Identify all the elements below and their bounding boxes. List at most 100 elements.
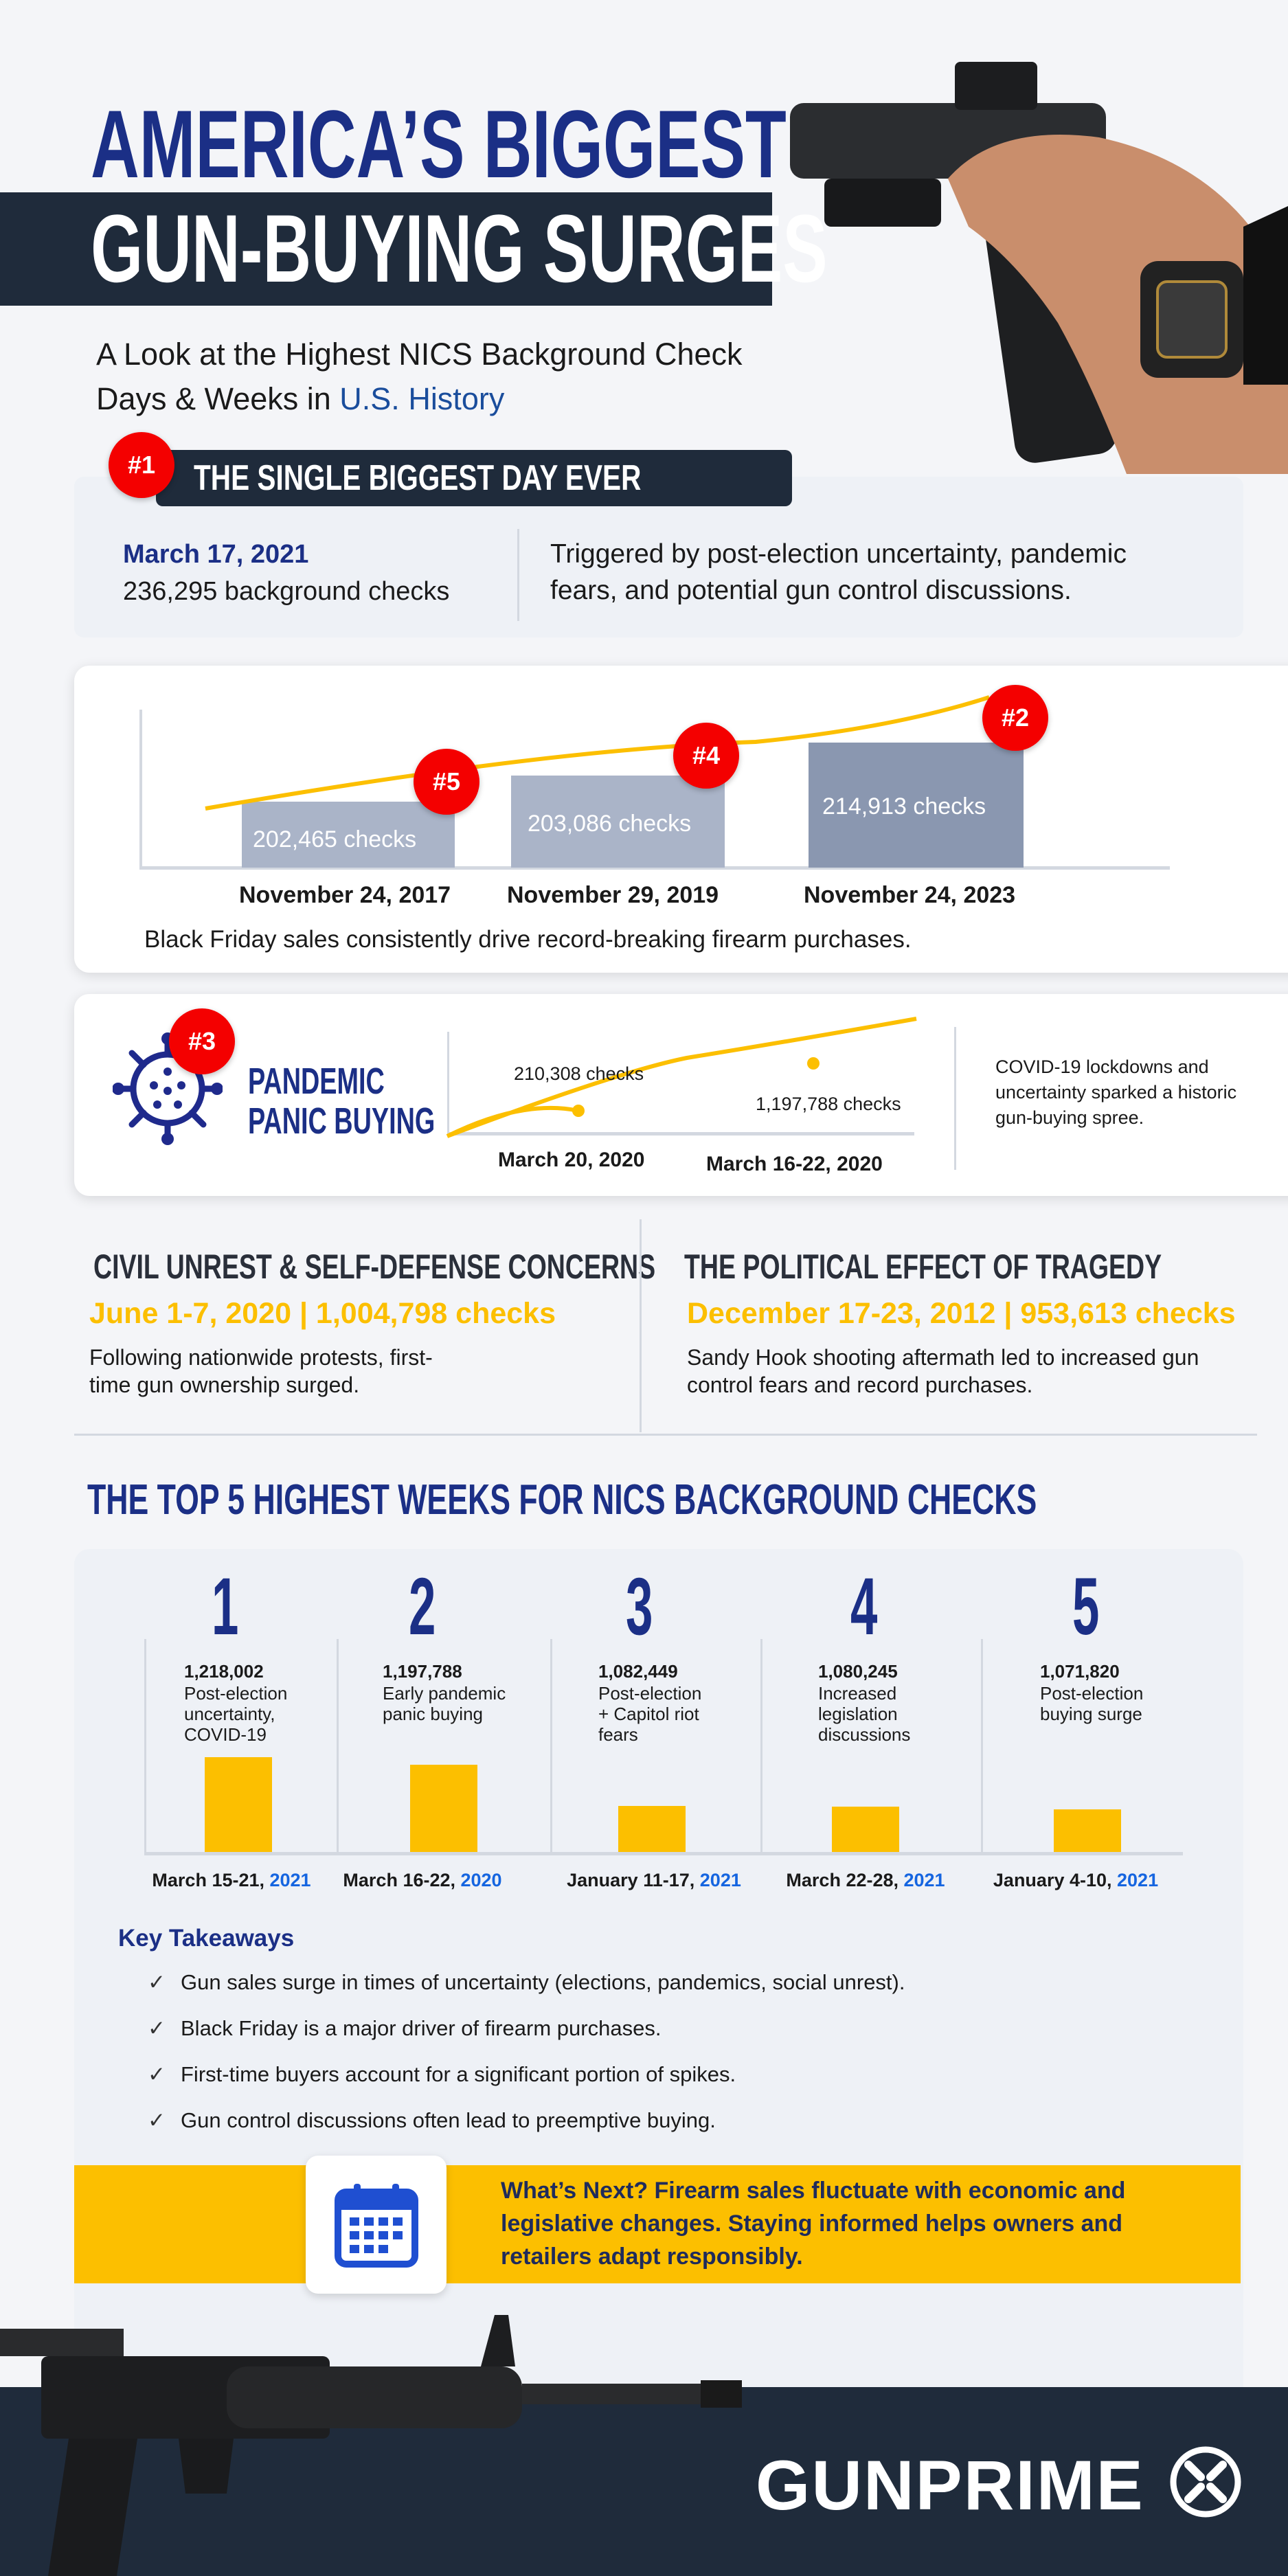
civil-unrest-desc-1: Following nationwide protests, first- xyxy=(89,1345,433,1370)
bf-date-3: November 24, 2023 xyxy=(804,882,1016,908)
pandemic-point2-date: March 16-22, 2020 xyxy=(706,1153,883,1175)
bf-bar-3 xyxy=(809,743,1024,868)
date-label: January 11-17, 2021 xyxy=(567,1870,741,1891)
whats-next-line1: What’s Next? Firearm sales fluctuate wit… xyxy=(501,2178,1126,2204)
description-line: fears xyxy=(598,1724,638,1745)
calendar-icon xyxy=(335,2184,418,2268)
description-line: uncertainty, xyxy=(184,1704,275,1724)
rank-number: 4 xyxy=(850,1561,878,1652)
civil-unrest-heading: CIVIL UNREST & SELF-DEFENSE CONCERNS xyxy=(93,1247,656,1286)
whats-next-line2: legislative changes. Staying informed he… xyxy=(501,2211,1123,2237)
pandemic-title-1: PANDEMIC xyxy=(248,1061,385,1102)
date-prefix: March 15-21, xyxy=(152,1870,270,1890)
description-line: panic buying xyxy=(383,1704,483,1724)
rank-badge-3: #3 xyxy=(169,1008,235,1074)
column-separator xyxy=(337,1639,339,1853)
axis-x xyxy=(139,866,1170,870)
rank-badge-5: #5 xyxy=(414,749,479,815)
pandemic-card xyxy=(74,994,1288,1196)
takeaway-text: Gun sales surge in times of uncertainty … xyxy=(181,1970,905,1994)
bf-bar-1 xyxy=(242,802,455,868)
date-label: March 22-28, 2021 xyxy=(786,1870,945,1891)
biggest-day-desc-2: fears, and potential gun control discuss… xyxy=(550,576,1072,605)
value-label: 1,080,245 xyxy=(818,1661,898,1682)
bf-bar-2 xyxy=(511,776,725,868)
description-line: Post-election xyxy=(598,1683,702,1704)
pandemic-point1-date: March 20, 2020 xyxy=(498,1149,645,1171)
description-line: Early pandemic xyxy=(383,1683,506,1704)
subtitle-prefix: Days & Weeks in xyxy=(96,381,340,416)
axis-y xyxy=(139,710,142,868)
date-year: 2021 xyxy=(269,1870,311,1890)
bar xyxy=(618,1805,686,1853)
bf-label-3: 214,913 checks xyxy=(822,793,986,820)
pandemic-point2-label: 1,197,788 checks xyxy=(756,1094,901,1114)
pandemic-point-1 xyxy=(572,1105,585,1117)
description-line: legislation xyxy=(818,1704,898,1724)
rank-number: 5 xyxy=(1072,1561,1100,1652)
description-line: Post-election xyxy=(184,1683,288,1704)
biggest-day-heading: THE SINGLE BIGGEST DAY EVER xyxy=(194,458,642,498)
bar xyxy=(410,1764,477,1853)
description-line: + Capitol riot xyxy=(598,1704,699,1724)
check-icon: ✓ xyxy=(148,1970,166,1994)
tragedy-heading: THE POLITICAL EFFECT OF TRAGEDY xyxy=(684,1247,1162,1286)
rank-badge-2: #2 xyxy=(982,685,1048,751)
check-icon: ✓ xyxy=(148,2108,166,2132)
value-label: 1,082,449 xyxy=(598,1661,678,1682)
rank-badge-1: #1 xyxy=(109,432,174,498)
pandemic-desc-2: uncertainty sparked a historic xyxy=(995,1082,1237,1103)
value-label: 1,197,788 xyxy=(383,1661,462,1682)
pandemic-axis-y xyxy=(447,1032,449,1133)
takeaway-text: Black Friday is a major driver of firear… xyxy=(181,2016,662,2040)
date-label: January 4-10, 2021 xyxy=(993,1870,1158,1891)
hero-gun-hand-image xyxy=(769,0,1288,474)
date-prefix: January 4-10, xyxy=(993,1870,1118,1890)
pandemic-axis-x xyxy=(447,1132,914,1136)
date-label: March 15-21, 2021 xyxy=(152,1870,310,1891)
top5-axis-x xyxy=(144,1852,1183,1855)
biggest-day-date: March 17, 2021 xyxy=(123,540,309,569)
description-line: buying surge xyxy=(1040,1704,1142,1724)
takeaway-item: ✓ First-time buyers account for a signifi… xyxy=(148,2062,736,2087)
title-line2: GUN-BUYING SURGES xyxy=(91,194,828,302)
date-prefix: March 22-28, xyxy=(786,1870,904,1890)
column-separator xyxy=(550,1639,552,1853)
bf-caption: Black Friday sales consistently drive re… xyxy=(144,926,912,953)
tragedy-desc-2: control fears and record purchases. xyxy=(687,1372,1033,1397)
biggest-day-desc-1: Triggered by post-election uncertainty, … xyxy=(550,539,1127,569)
title-band xyxy=(0,192,772,306)
tragedy-stat: December 17-23, 2012 | 953,613 checks xyxy=(687,1297,1236,1330)
bf-label-1: 202,465 checks xyxy=(253,826,417,852)
rank-number: 3 xyxy=(626,1561,653,1652)
subtitle-line2: Days & Weeks in U.S. History xyxy=(96,381,504,417)
bar xyxy=(205,1757,272,1853)
section-divider xyxy=(74,1434,1257,1436)
biggest-day-checks: 236,295 background checks xyxy=(123,577,450,606)
value-label: 1,218,002 xyxy=(184,1661,264,1682)
column-separator xyxy=(144,1639,146,1853)
takeaway-item: ✓ Gun control discussions often lead to p… xyxy=(148,2108,716,2133)
title-line1: AMERICA’S BIGGEST xyxy=(91,90,787,198)
top5-heading: THE TOP 5 HIGHEST WEEKS FOR NICS BACKGRO… xyxy=(87,1476,1037,1524)
takeaway-text: First-time buyers account for a signific… xyxy=(181,2062,736,2086)
column-separator xyxy=(981,1639,983,1853)
pandemic-trend-line xyxy=(446,1017,917,1138)
date-year: 2020 xyxy=(460,1870,502,1890)
tragedy-desc-1: Sandy Hook shooting aftermath led to inc… xyxy=(687,1345,1199,1370)
divider xyxy=(517,529,519,621)
whats-next-line3: retailers adapt responsibly. xyxy=(501,2244,803,2270)
date-year: 2021 xyxy=(1117,1870,1159,1890)
bar xyxy=(832,1806,899,1853)
whats-next-banner xyxy=(74,2165,1241,2283)
pandemic-point1-label: 210,308 checks xyxy=(514,1063,644,1084)
rank-badge-4: #4 xyxy=(673,723,739,789)
rank-number: 1 xyxy=(212,1561,239,1652)
calendar-icon-card xyxy=(306,2156,447,2294)
takeaway-item: ✓ Black Friday is a major driver of firea… xyxy=(148,2016,661,2041)
takeaway-item: ✓ Gun sales surge in times of uncertainty… xyxy=(148,1970,905,1995)
divider xyxy=(640,1219,642,1432)
date-year: 2021 xyxy=(699,1870,741,1890)
check-icon: ✓ xyxy=(148,2062,166,2086)
subtitle-line1: A Look at the Highest NICS Background Ch… xyxy=(96,337,743,372)
